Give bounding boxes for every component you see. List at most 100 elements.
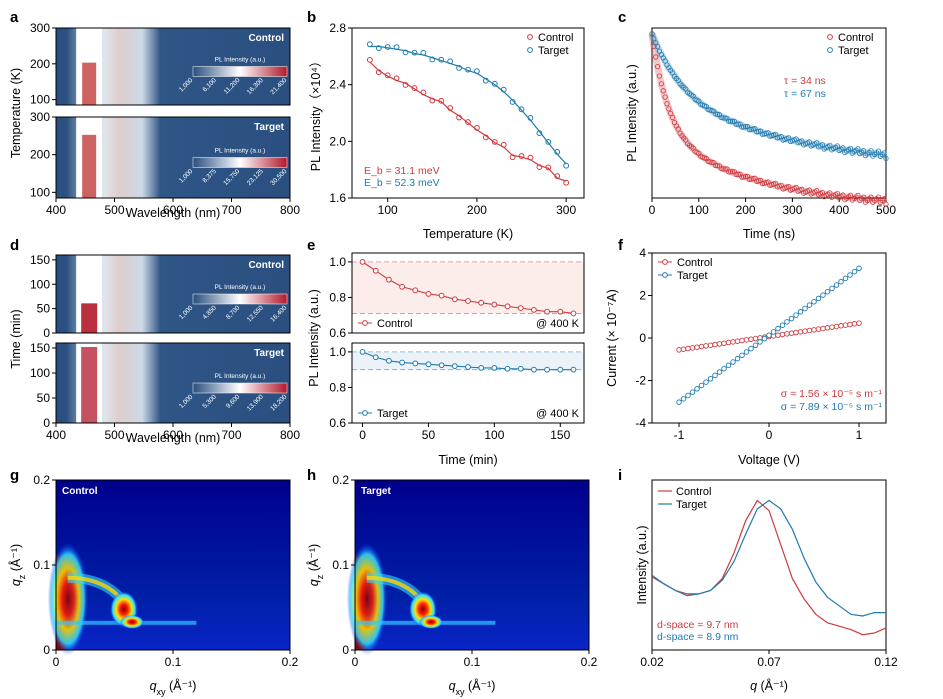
h-ytick-label: 0	[342, 643, 349, 657]
iv-point-control	[703, 343, 709, 349]
heatmap-label: Control	[248, 260, 284, 271]
c-xtick-label: 400	[829, 203, 849, 217]
c-xtick-label: 300	[782, 203, 802, 217]
iv-point-control	[829, 324, 835, 330]
decay-point-control	[742, 174, 749, 180]
data-point-target	[465, 364, 471, 370]
iv-point-target	[833, 282, 840, 288]
b-xtick-label: 300	[556, 203, 576, 217]
decay-point-control	[666, 106, 672, 112]
heatmap-a-ytick-label: 200	[30, 57, 50, 71]
data-point-control	[491, 301, 498, 308]
iv-point-target	[770, 329, 777, 335]
iv-point-target	[685, 392, 691, 399]
iv-point-control	[824, 325, 831, 331]
iv-point-control	[815, 326, 822, 332]
d-xtick-label: 400	[46, 428, 66, 442]
c-xtick-label: 200	[736, 203, 756, 217]
data-point-target	[384, 44, 391, 50]
colorbar	[192, 382, 288, 394]
e1-ytick-label: 1.0	[329, 345, 346, 359]
decay-point-target	[735, 121, 741, 127]
a-xtick-label: 400	[46, 203, 66, 217]
decay-point-control	[714, 163, 721, 169]
x-axis-label: Wavelength (nm)	[126, 431, 221, 445]
data-point-target	[517, 365, 524, 372]
data-point-control	[429, 97, 436, 104]
iv-point-control	[743, 337, 750, 343]
iv-point-control	[725, 339, 732, 346]
data-point-target	[509, 99, 516, 105]
data-point-target	[438, 362, 445, 369]
data-point-target	[411, 49, 418, 56]
iv-point-target	[815, 295, 822, 302]
panel-g: Control 0 0.1 0.2 0 0.1 0.2 qxy (Å⁻¹) qz (Å⁻¹)	[8, 473, 299, 697]
decay-point-target	[651, 36, 657, 42]
colorbar	[192, 157, 288, 168]
decay-point-target	[860, 147, 867, 154]
e0-ytick-label: 0.6	[329, 326, 346, 340]
e1-ytick-label: 0.8	[329, 380, 346, 394]
decay-point-control	[709, 159, 715, 165]
iv-point-control	[833, 323, 840, 330]
g-xtick-label: 0.2	[282, 655, 299, 669]
iv-point-control	[851, 321, 858, 327]
iv-point-target	[698, 382, 705, 389]
panel-letter-b: b	[307, 9, 316, 26]
decay-point-target	[746, 127, 752, 133]
data-point-control	[500, 141, 507, 148]
decay-point-control	[718, 166, 724, 172]
panel-letter-h: h	[307, 467, 316, 484]
iv-point-target	[824, 288, 831, 295]
iv-point-control	[707, 342, 714, 348]
decay-point-control	[733, 171, 739, 178]
data-point-control	[563, 179, 570, 186]
diffraction-peak-horizon	[419, 614, 444, 629]
e0-ytick-label: 1.0	[329, 255, 346, 269]
g-xtick-label: 0.1	[165, 655, 182, 669]
decay-point-control	[729, 169, 736, 175]
y-axis-label: qz (Å⁻¹)	[8, 544, 27, 586]
data-point-control	[386, 276, 392, 283]
h-xtick-label: 0.2	[581, 655, 598, 669]
iv-point-control	[820, 325, 826, 332]
data-point-control	[402, 82, 409, 88]
iv-point-target	[734, 355, 741, 362]
panel-h: Target 0 0.1 0.2 0 0.1 0.2 qxy (Å⁻¹) qz (Å⁻¹)	[306, 473, 598, 697]
data-point-control	[465, 298, 471, 304]
f-xtick-label: 1	[856, 428, 863, 442]
y-axis-label: Intensity (a.u.)	[635, 525, 649, 604]
data-point-control	[366, 56, 373, 63]
iv-point-target	[757, 339, 763, 345]
heatmap-frame	[55, 254, 291, 334]
d-xtick-label: 600	[163, 428, 183, 442]
colorbar-title: PL Intensity (a.u.)	[215, 284, 266, 291]
emission-band-peak	[81, 303, 98, 333]
data-point-target	[451, 363, 458, 370]
g-ytick-label: 0.2	[33, 473, 50, 487]
data-point-target	[491, 80, 498, 87]
i-xtick-label: 0.12	[874, 655, 898, 669]
data-point-control	[412, 287, 419, 294]
decay-point-target	[855, 146, 861, 152]
decay-point-target	[840, 145, 846, 151]
colorbar	[192, 66, 288, 77]
f-xtick-label: -1	[674, 428, 685, 442]
panel-f: -1 0 1 -4 -2 0 2 4 Control σ = 1.56 × 10⁻⁵ s m⁻¹ T…	[605, 246, 887, 467]
colorbar	[192, 293, 288, 305]
data-point-target	[399, 359, 405, 366]
data-point-control	[544, 308, 550, 315]
i-xtick-label: 0.02	[640, 655, 664, 669]
heatmap-d-ytick-label: 150	[30, 341, 50, 355]
plot-frame	[351, 342, 585, 424]
iv-point-target	[689, 389, 696, 395]
heatmap-a-ytick-label: 300	[30, 110, 50, 124]
iv-point-target	[752, 342, 759, 349]
y-axis-label: PL Intensity (a.u.)	[307, 289, 321, 387]
decay-point-control	[669, 114, 676, 121]
data-point-target	[412, 360, 419, 367]
iv-point-control	[779, 331, 786, 338]
data-point-control	[557, 308, 564, 315]
iv-point-target	[851, 268, 858, 275]
